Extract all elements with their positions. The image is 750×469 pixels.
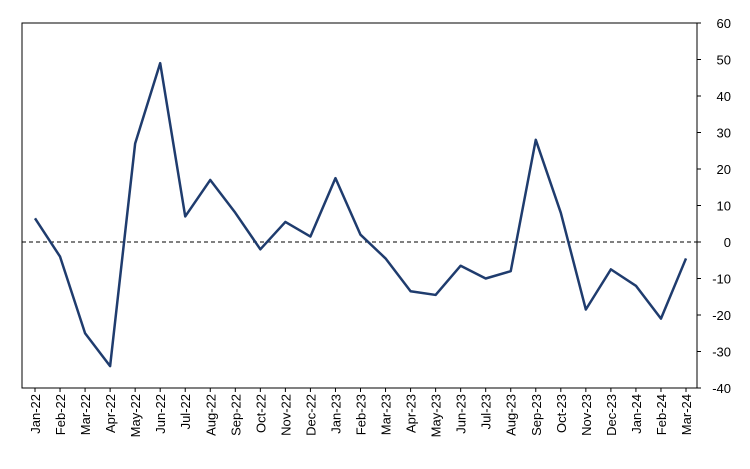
x-tick-label: Aug-22 bbox=[203, 394, 218, 436]
x-tick-label: Jun-22 bbox=[153, 394, 168, 434]
y-tick-label: -10 bbox=[712, 272, 731, 287]
x-tick-label: Sep-23 bbox=[529, 394, 544, 436]
y-tick-label: 10 bbox=[717, 199, 731, 214]
x-tick-label: Nov-22 bbox=[278, 394, 293, 436]
x-tick-label: Jul-23 bbox=[479, 394, 494, 429]
x-tick-label: Mar-22 bbox=[78, 394, 93, 435]
y-tick-label: -30 bbox=[712, 345, 731, 360]
x-tick-label: Dec-23 bbox=[604, 394, 619, 436]
y-tick-label: -40 bbox=[712, 381, 731, 396]
y-tick-label: 30 bbox=[717, 126, 731, 141]
x-tick-label: Oct-22 bbox=[253, 394, 268, 433]
x-tick-label: Nov-23 bbox=[579, 394, 594, 436]
line-series bbox=[33, 61, 688, 368]
x-tick-label: Mar-24 bbox=[679, 394, 694, 435]
y-tick-label: 60 bbox=[717, 16, 731, 31]
x-tick-label: Sep-22 bbox=[228, 394, 243, 436]
x-tick-label: Jan-24 bbox=[629, 394, 644, 434]
x-tick-label: May-23 bbox=[429, 394, 444, 437]
x-tick-label: Jul-22 bbox=[178, 394, 193, 429]
x-tick-label: Feb-24 bbox=[654, 394, 669, 435]
x-tick-label: Jun-23 bbox=[454, 394, 469, 434]
plot-frame bbox=[21, 22, 698, 389]
x-tick-label: May-22 bbox=[128, 394, 143, 437]
x-tick-label: Feb-22 bbox=[53, 394, 68, 435]
y-tick-label: 20 bbox=[717, 162, 731, 177]
y-tick-label: 0 bbox=[724, 235, 731, 250]
y-tick-label: -20 bbox=[712, 308, 731, 323]
y-tick-label: 50 bbox=[717, 53, 731, 68]
x-tick-label: Feb-23 bbox=[354, 394, 369, 435]
y-tick-label: 40 bbox=[717, 89, 731, 104]
x-tick-label: Apr-22 bbox=[103, 394, 118, 433]
x-tick-label: Oct-23 bbox=[554, 394, 569, 433]
x-tick-label: Jan-22 bbox=[28, 394, 43, 434]
x-tick-label: Aug-23 bbox=[504, 394, 519, 436]
x-tick-label: Jan-23 bbox=[328, 394, 343, 434]
x-tick-label: Dec-22 bbox=[303, 394, 318, 436]
x-tick-label: Mar-23 bbox=[379, 394, 394, 435]
x-tick-label: Apr-23 bbox=[404, 394, 419, 433]
